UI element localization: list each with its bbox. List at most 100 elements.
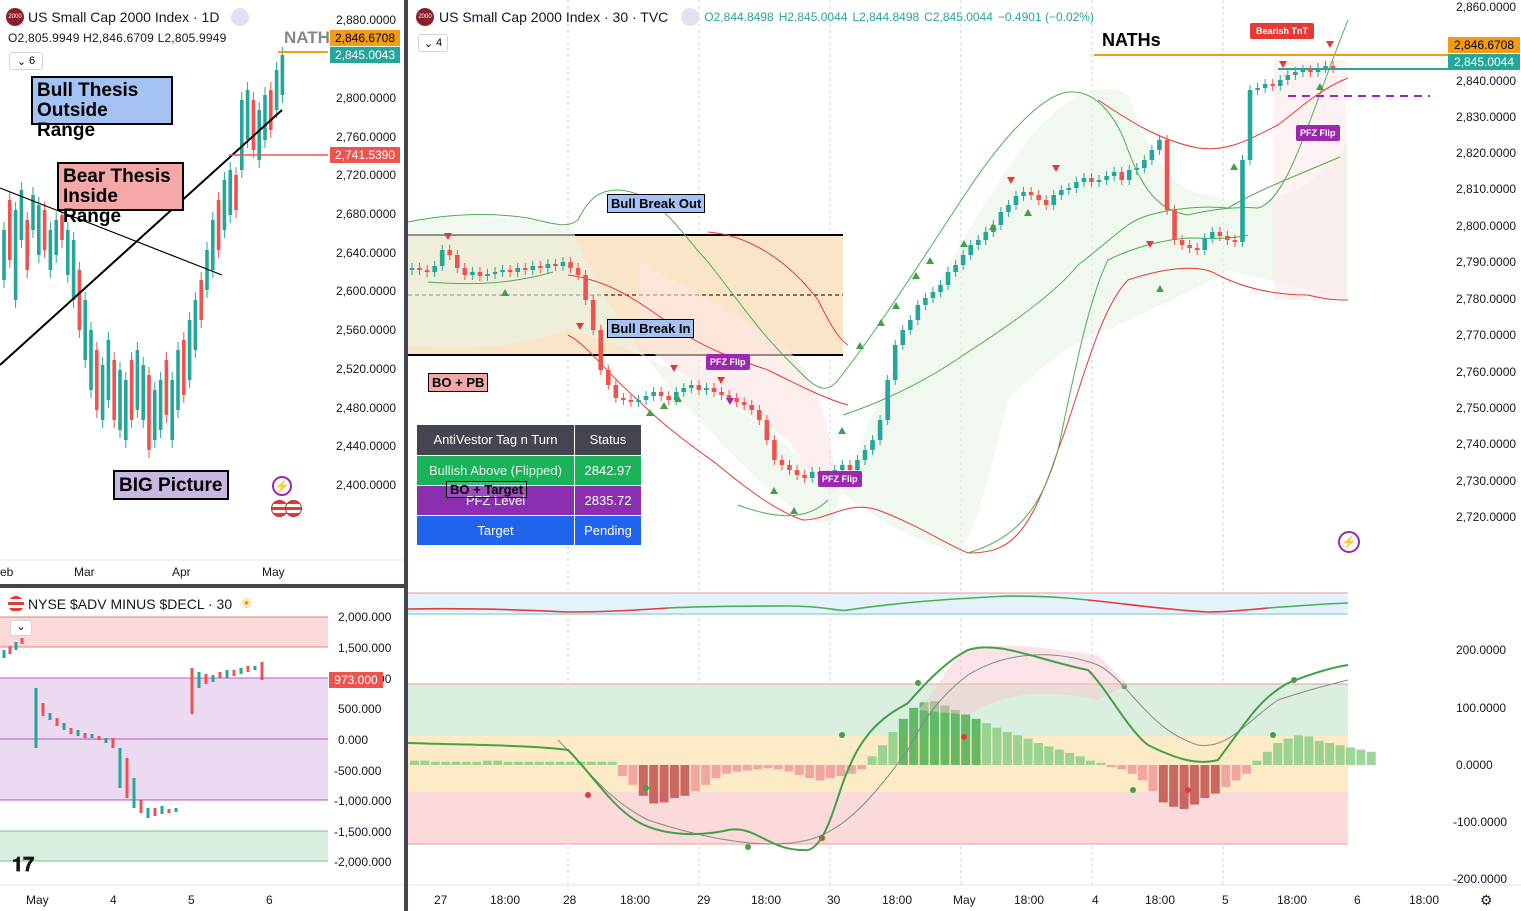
candle	[234, 175, 238, 210]
histogram-bar	[1283, 738, 1293, 765]
eye-icon[interactable]	[231, 8, 250, 26]
tradingview-logo-icon[interactable]: 𝟏𝟕	[12, 854, 35, 876]
candle	[135, 350, 140, 410]
histogram-bar	[1044, 746, 1054, 765]
time-tick: eb	[0, 565, 14, 579]
left-chart-title[interactable]: US Small Cap 2000 Index · 1D	[28, 9, 220, 25]
candle	[1308, 70, 1313, 72]
candle	[71, 240, 76, 300]
candle	[1059, 190, 1064, 195]
band-fill-red	[638, 260, 838, 492]
histogram-bar	[1127, 765, 1137, 774]
candle	[1028, 192, 1034, 195]
candle	[870, 440, 875, 450]
candle	[794, 470, 800, 475]
candle	[477, 272, 483, 276]
candle	[470, 272, 475, 275]
histogram-bar	[1273, 743, 1283, 765]
price-tick: 1,500.000	[338, 641, 392, 655]
candle	[666, 396, 671, 400]
candle	[704, 388, 709, 390]
price-tick: 2,790.0000	[1456, 255, 1517, 269]
sun-icon: ☀	[240, 595, 253, 611]
histogram-bar	[1190, 765, 1199, 805]
histogram-bar	[420, 760, 430, 765]
price-tick: 2,820.0000	[1456, 146, 1517, 160]
oscillator-histogram	[410, 677, 1376, 850]
histogram-bar	[909, 707, 919, 765]
time-tick: Apr	[172, 565, 191, 579]
candle	[164, 360, 169, 415]
eye-icon[interactable]	[681, 8, 700, 26]
candle	[8, 646, 12, 654]
histogram-bar	[753, 765, 763, 770]
histogram-bar	[1086, 760, 1095, 765]
histogram-bar	[711, 765, 721, 779]
lightning-icon[interactable]: ⚡	[272, 476, 292, 496]
histogram-bar	[805, 765, 815, 779]
main-panel-divider[interactable]	[404, 0, 408, 911]
left-panel-divider[interactable]	[0, 584, 406, 588]
candle	[787, 465, 792, 470]
candle	[1323, 66, 1328, 68]
candle	[263, 95, 267, 140]
candle	[455, 255, 460, 268]
candle	[1021, 192, 1026, 196]
histogram-bar	[763, 765, 773, 769]
candle	[1277, 80, 1283, 86]
table-row-value: 2835.72	[584, 493, 632, 508]
price-tick: 2,830.0000	[1456, 110, 1517, 124]
buy-marker	[926, 257, 934, 264]
candle	[658, 392, 664, 396]
bearish-tnt-label: Bearish TnT	[1250, 23, 1315, 39]
histogram-bar	[1262, 751, 1272, 765]
histogram-bar	[950, 710, 960, 765]
sell-marker	[1146, 241, 1154, 248]
histogram-bar	[1106, 765, 1116, 768]
candle	[908, 320, 913, 330]
candle	[97, 736, 101, 740]
osc-dot	[745, 844, 751, 850]
naths-label-left: NATH	[284, 28, 330, 47]
breadth-title[interactable]: NYSE $ADV MINUS $DECL · 30	[28, 595, 233, 612]
big-picture-label: BIG Picture	[113, 470, 229, 500]
candle	[983, 232, 989, 240]
candle	[968, 245, 973, 255]
main-ohlc-open: O2,844.8498	[704, 10, 774, 24]
table-row-value: 2842.97	[584, 463, 632, 478]
candle	[1142, 160, 1147, 168]
main-intraday-chart-panel[interactable]: 2000 US Small Cap 2000 Index · 30 · TVC …	[408, 0, 1521, 911]
us-flag-icon[interactable]	[271, 500, 305, 518]
sell-marker	[717, 377, 725, 384]
bo-pb-label: BO + PB	[428, 373, 489, 392]
left-indicator-toggle[interactable]: ⌄ 6	[9, 52, 43, 70]
breadth-collapse-toggle[interactable]: ⌄	[10, 620, 32, 636]
candle	[62, 723, 66, 730]
candle	[245, 90, 250, 140]
time-tick: 28	[563, 893, 577, 907]
candle	[862, 450, 868, 460]
left-breadth-chart-panel[interactable]: NYSE $ADV MINUS $DECL · 30 ☀ ⌄ 2,000.000…	[0, 588, 404, 911]
settings-gear-icon[interactable]: ⚙	[1480, 892, 1493, 908]
candle	[409, 268, 415, 270]
histogram-bar	[430, 761, 440, 765]
left-daily-chart-panel[interactable]: 2000 US Small Cap 2000 Index · 1D O2,805…	[0, 0, 404, 586]
histogram-bar	[628, 765, 638, 785]
table-header-status: Status	[589, 432, 627, 447]
main-indicator-toggle[interactable]: ⌄ 4	[418, 34, 448, 52]
candle	[613, 385, 619, 398]
candle	[129, 360, 134, 420]
candle	[741, 402, 747, 405]
buy-marker	[790, 507, 798, 514]
lightning-icon[interactable]: ⚡	[1338, 531, 1360, 553]
main-chart-title[interactable]: US Small Cap 2000 Index · 30 · TVC	[439, 9, 669, 25]
sell-marker	[1007, 177, 1015, 184]
candle	[621, 398, 626, 400]
candle	[840, 465, 845, 470]
candle	[583, 275, 588, 300]
candle	[673, 392, 679, 400]
histogram-bar	[1356, 749, 1366, 765]
candle	[190, 668, 194, 714]
candle	[25, 220, 29, 270]
candle	[174, 808, 178, 812]
